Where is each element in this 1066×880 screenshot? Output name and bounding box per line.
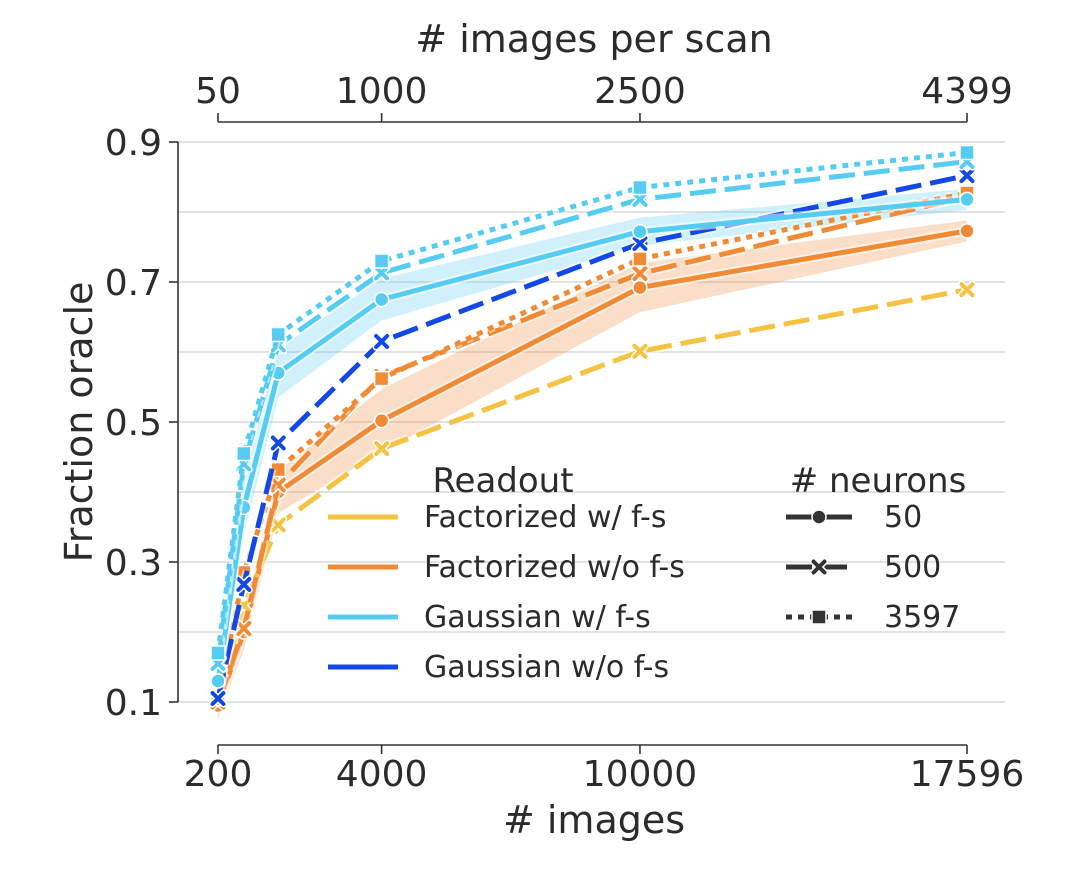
series-line: [215, 194, 968, 703]
legend-label: Factorized w/ f-s: [424, 500, 667, 535]
series-line: [215, 196, 968, 682]
y-tick-label: 0.5: [105, 403, 162, 444]
data-point: [958, 280, 976, 299]
marker-cross: [632, 191, 648, 207]
legend-label: 50: [884, 500, 922, 535]
data-point: [269, 434, 288, 452]
data-point: [630, 342, 649, 361]
tick-layer: 0.1 0.3 0.5 0.7 0.9 200 4000 10000 17596 50 1000 25…: [105, 71, 1025, 795]
series-gaussian-w-f-s-3597: [210, 144, 975, 661]
series-line: [215, 190, 968, 700]
top-x-tick-label: 50: [195, 71, 241, 112]
legend-label: Gaussian w/o f-s: [424, 650, 669, 685]
top-x-tick-label: 4399: [921, 71, 1013, 112]
data-point: [811, 509, 827, 525]
y-tick-label: 0.9: [105, 123, 162, 164]
data-point: [958, 166, 976, 185]
series-gaussian-w-o-f-s-500: [209, 166, 976, 708]
legend: Readout # neurons Factorized w/ f-s Facto…: [328, 461, 966, 685]
series-factorized-w-o-f-s-3597: [210, 185, 975, 707]
data-point: [209, 689, 227, 708]
marker-cross: [632, 343, 648, 359]
data-point: [959, 191, 975, 208]
marker-cross: [959, 168, 975, 184]
y-axis-title: Fraction oracle: [57, 282, 101, 563]
series-gaussian-w-f-s-50: [210, 191, 975, 689]
x-tick-label: 17596: [910, 754, 1025, 795]
data-point: [632, 279, 648, 296]
data-point: [959, 144, 975, 161]
data-point: [632, 251, 648, 267]
y-tick-label: 0.3: [105, 543, 162, 584]
data-point: [270, 326, 287, 343]
marker-cross: [632, 236, 648, 251]
data-point: [234, 575, 253, 594]
y-tick-label: 0.7: [105, 263, 162, 304]
marker-cross: [959, 282, 975, 298]
marker-cross: [270, 517, 286, 533]
top-axis-title: # images per scan: [415, 17, 772, 61]
data-point: [269, 515, 288, 534]
series-layer: [209, 144, 976, 714]
x-tick-label: 4000: [336, 754, 428, 795]
marker-cross: [811, 559, 827, 575]
marker-cross: [374, 265, 390, 281]
x-axis-title: # images: [503, 798, 685, 842]
data-point: [372, 439, 391, 458]
readout-legend-title: Readout: [432, 461, 573, 501]
data-point: [630, 190, 649, 209]
legend-label: 3597: [884, 600, 960, 635]
marker-cross: [632, 266, 648, 282]
data-point: [373, 291, 390, 308]
data-point: [373, 370, 390, 387]
top-x-tick-label: 2500: [594, 71, 686, 112]
confidence-band: [218, 220, 967, 720]
data-point: [632, 223, 648, 240]
data-point: [959, 223, 975, 239]
marker-cross: [270, 435, 286, 451]
marker-cross: [236, 621, 252, 636]
data-point: [630, 234, 649, 253]
series-line: [215, 173, 968, 700]
neurons-legend-title: # neurons: [790, 461, 967, 501]
x-tick-label: 10000: [583, 754, 698, 795]
data-point: [372, 332, 391, 351]
series-line: [215, 159, 968, 664]
data-point: [373, 253, 390, 269]
data-point: [234, 619, 253, 638]
data-point: [373, 412, 390, 429]
legend-label: 500: [884, 550, 941, 585]
data-point: [236, 445, 252, 462]
data-point: [810, 558, 828, 576]
data-point: [811, 609, 827, 625]
marker-cross: [374, 334, 390, 349]
data-point: [210, 673, 226, 689]
x-tick-label: 200: [184, 754, 253, 795]
band-layer: [218, 188, 967, 720]
y-tick-label: 0.1: [105, 683, 162, 724]
data-point: [632, 179, 648, 196]
series-line: [215, 150, 968, 654]
series-line: [215, 228, 968, 707]
marker-cross: [210, 691, 226, 706]
marker-cross: [374, 441, 390, 457]
legend-label: Gaussian w/ f-s: [424, 600, 651, 635]
data-point: [630, 264, 649, 283]
data-point: [372, 263, 391, 282]
marker-cross: [236, 576, 252, 592]
legend-label: Factorized w/o f-s: [424, 550, 685, 585]
top-x-tick-label: 1000: [336, 71, 428, 112]
data-point: [210, 645, 226, 661]
